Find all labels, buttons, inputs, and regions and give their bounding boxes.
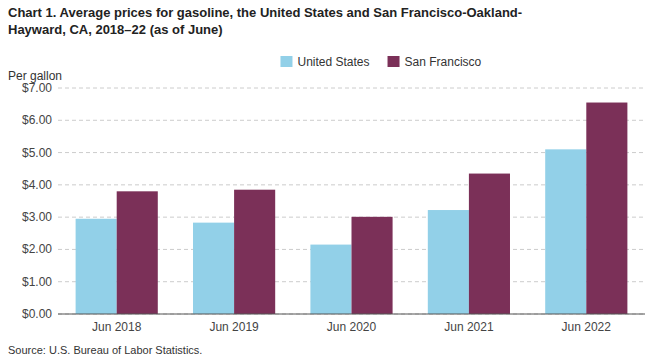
bar	[586, 103, 627, 314]
y-tick-label: $0.00	[22, 307, 52, 321]
bar	[352, 217, 393, 314]
y-tick-label: $5.00	[22, 146, 52, 160]
title-line: Hayward, CA, 2018–22 (as of June)	[8, 22, 223, 37]
bar	[310, 245, 351, 314]
x-tick-label: Jun 2022	[562, 320, 612, 334]
bar	[76, 219, 117, 314]
bar	[469, 174, 510, 314]
chart: Chart 1. Average prices for gasoline, th…	[0, 0, 661, 361]
x-tick-label: Jun 2018	[92, 320, 142, 334]
legend: United States San Francisco	[280, 55, 481, 69]
bars	[76, 103, 628, 314]
x-tick-label: Jun 2019	[209, 320, 259, 334]
grid-line	[58, 314, 645, 315]
y-tick-label: $7.00	[22, 81, 52, 95]
grid-line	[58, 88, 645, 89]
x-tick-label: Jun 2020	[327, 320, 377, 334]
bar	[545, 149, 586, 314]
bar	[193, 223, 234, 314]
y-tick-label: $4.00	[22, 178, 52, 192]
legend-label: United States	[297, 55, 369, 69]
grid-line	[58, 120, 645, 121]
legend-item: San Francisco	[388, 55, 482, 69]
y-tick-label: $1.00	[22, 275, 52, 289]
title-line: Chart 1. Average prices for gasoline, th…	[8, 5, 522, 20]
source-note: Source: U.S. Bureau of Labor Statistics.	[8, 344, 202, 356]
bar	[428, 210, 469, 314]
legend-label: San Francisco	[405, 55, 482, 69]
bar	[234, 190, 275, 314]
legend-swatch	[388, 56, 400, 67]
grid	[58, 88, 645, 314]
x-axis-line	[58, 314, 645, 315]
bar	[117, 191, 158, 314]
legend-item: United States	[280, 55, 369, 69]
title: Chart 1. Average prices for gasoline, th…	[8, 5, 522, 37]
legend-swatch	[280, 56, 292, 67]
y-tick-label: $2.00	[22, 242, 52, 256]
y-tick-label: $6.00	[22, 113, 52, 127]
y-tick-label: $3.00	[22, 210, 52, 224]
x-tick-label: Jun 2021	[444, 320, 494, 334]
